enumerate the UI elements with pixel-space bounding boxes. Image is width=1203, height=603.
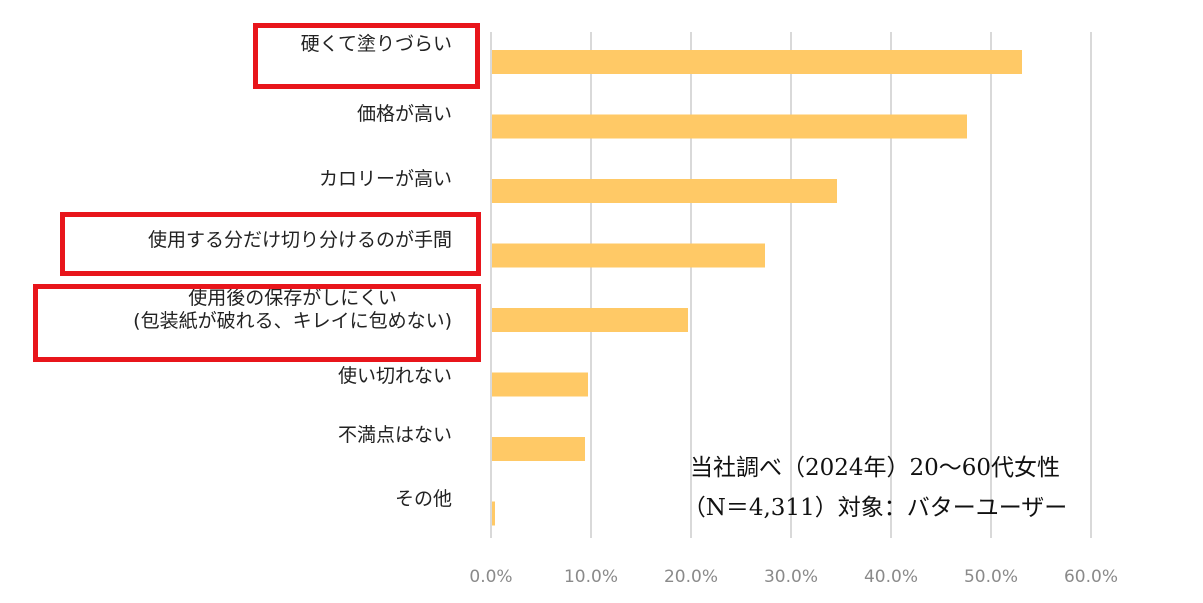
x-tick-label: 40.0% [864,567,918,587]
x-tick-label: 30.0% [764,567,818,587]
category-label: その他 [394,488,452,510]
bar [492,50,1022,74]
x-tick-label: 20.0% [664,567,718,587]
x-tick-label: 60.0% [1064,567,1118,587]
highlight-box [253,23,480,89]
category-label: 使用後の保存がしにくい (包装紙が破れる、キレイに包めない) [133,287,452,332]
category-label: カロリーが高い [318,168,452,190]
x-tick-label: 50.0% [964,567,1018,587]
bar [492,114,967,139]
survey-note-line2: （N＝4,311）対象：バターユーザー [682,495,1068,521]
bar [492,372,588,397]
category-label: 硬くて塗りづらい [300,33,452,55]
bar [492,243,765,268]
survey-note-line1: 当社調べ（2024年）20～60代女性 [689,455,1061,481]
highlight-box [60,212,481,276]
x-tick-label: 0.0% [469,567,512,587]
highlight-box [33,284,481,362]
category-label: 不満点はない [337,424,452,446]
category-label: 使い切れない [337,365,452,387]
bar [492,501,495,526]
bar [492,179,837,203]
bar [492,437,585,461]
category-label: 価格が高い [356,103,452,125]
bar [492,308,688,332]
x-tick-label: 10.0% [564,567,618,587]
survey-note: 当社調べ（2024年）20～60代女性 （N＝4,311）対象：バターユーザー [640,448,1110,528]
category-label: 使用する分だけ切り分けるのが手間 [147,229,452,251]
